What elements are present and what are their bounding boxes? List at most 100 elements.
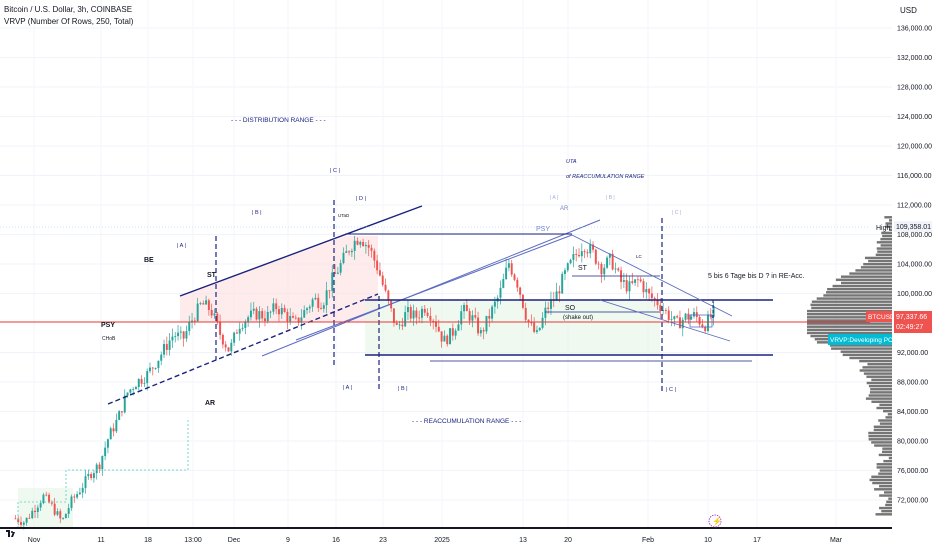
event-marker-icon[interactable]: ⚡ (708, 514, 722, 528)
candle-body (594, 249, 597, 264)
profile-bar (877, 250, 892, 253)
candle-body (611, 253, 614, 270)
candle-body (600, 264, 603, 275)
candle-body (241, 327, 244, 329)
price-tick-label: 116,000.00 (897, 173, 932, 180)
profile-bar (862, 366, 892, 369)
candle-body (569, 259, 572, 264)
candle-body (146, 371, 149, 384)
candle-body (712, 305, 715, 318)
profile-bar (872, 481, 892, 485)
candle-body (401, 324, 404, 327)
profile-bar (859, 369, 892, 372)
profile-bar (807, 331, 892, 335)
candle-body (614, 268, 617, 270)
re-phase-b-label: | B | (398, 386, 408, 392)
candle-body (168, 340, 171, 350)
candle-body (249, 310, 252, 318)
price-tick-label: 92,000.00 (897, 350, 928, 357)
candle-body (275, 303, 278, 310)
candle-body (639, 279, 642, 282)
utad-label: UTaD (338, 213, 350, 218)
candle-body (395, 322, 398, 325)
profile-bar (879, 484, 892, 488)
profile-bar (840, 275, 892, 278)
time-tick-label: Mar (830, 537, 843, 544)
candle-body (300, 317, 303, 323)
candle-body (440, 331, 443, 342)
candle-body (684, 313, 687, 320)
price-value: 97,337.66 (896, 314, 927, 321)
candle-body (331, 272, 334, 291)
profile-bar (888, 456, 892, 460)
candle-body (348, 251, 351, 253)
candle-body (81, 487, 84, 493)
candle-body (320, 307, 323, 309)
candle-body (263, 318, 266, 322)
candle-body (115, 419, 118, 432)
candle-body (451, 328, 454, 336)
candle-body (149, 367, 151, 372)
be-label: BE (144, 257, 154, 264)
candle-body (521, 294, 524, 308)
candle-body (409, 307, 412, 319)
profile-bar (885, 225, 892, 228)
candle-body (709, 314, 712, 318)
candle-body (266, 311, 269, 322)
candle-body (92, 473, 95, 479)
candle-body (701, 324, 704, 328)
candle-body (586, 252, 589, 254)
candle-body (597, 263, 600, 265)
candle-body (446, 335, 449, 345)
profile-bar (868, 431, 892, 435)
profile-bar (869, 478, 892, 482)
candle-body (695, 312, 698, 318)
candle-body (199, 303, 202, 305)
candle-body (676, 316, 679, 318)
candle-body (519, 287, 522, 295)
candle-body (561, 273, 564, 294)
candle-body (406, 307, 409, 313)
dashed-support-steps (17, 418, 189, 528)
candle-body (269, 311, 272, 313)
st-label: ST (207, 272, 217, 279)
candle-body (255, 308, 258, 320)
distribution-fill (180, 236, 378, 322)
profile-bar (866, 381, 892, 385)
candle-body (59, 511, 62, 519)
symbol-title[interactable]: Bitcoin / U.S. Dollar, 3h, COINBASE (4, 5, 133, 14)
candle-body (524, 307, 527, 320)
profile-bar (868, 438, 892, 441)
candle-body (34, 510, 37, 513)
reacc-range-label: - - - REACCUMULATION RANGE - - - (412, 418, 521, 425)
profile-bar (868, 384, 892, 388)
candle-body (412, 310, 415, 319)
candle-body (460, 311, 463, 325)
candle-body (48, 494, 51, 503)
price-tick-label: 108,000.00 (897, 232, 932, 239)
candle-body (196, 303, 199, 322)
candle-body (572, 254, 575, 260)
candle-body (345, 251, 348, 253)
candle-body (151, 367, 154, 369)
candle-body (244, 321, 247, 328)
candle-body (443, 335, 446, 342)
candle-body (53, 503, 56, 515)
price-tick-label: 120,000.00 (897, 144, 932, 151)
profile-bar (811, 306, 892, 310)
price-tags: High 109,358.01 BTCUSD 97,337.66 02:49:2… (828, 221, 932, 345)
drawings (0, 200, 892, 529)
wedge-upper (571, 234, 733, 317)
candle-body (608, 253, 611, 258)
profile-bar (866, 375, 892, 378)
currency-label[interactable]: USD (900, 6, 917, 15)
candle-body (454, 330, 457, 336)
candle-body (468, 311, 471, 321)
candle-body (154, 368, 157, 369)
profile-bar (881, 509, 892, 513)
candle-body (185, 331, 188, 339)
indicator-title[interactable]: VRVP (Number Of Rows, 250, Total) (4, 17, 134, 26)
candle-body (109, 428, 112, 440)
